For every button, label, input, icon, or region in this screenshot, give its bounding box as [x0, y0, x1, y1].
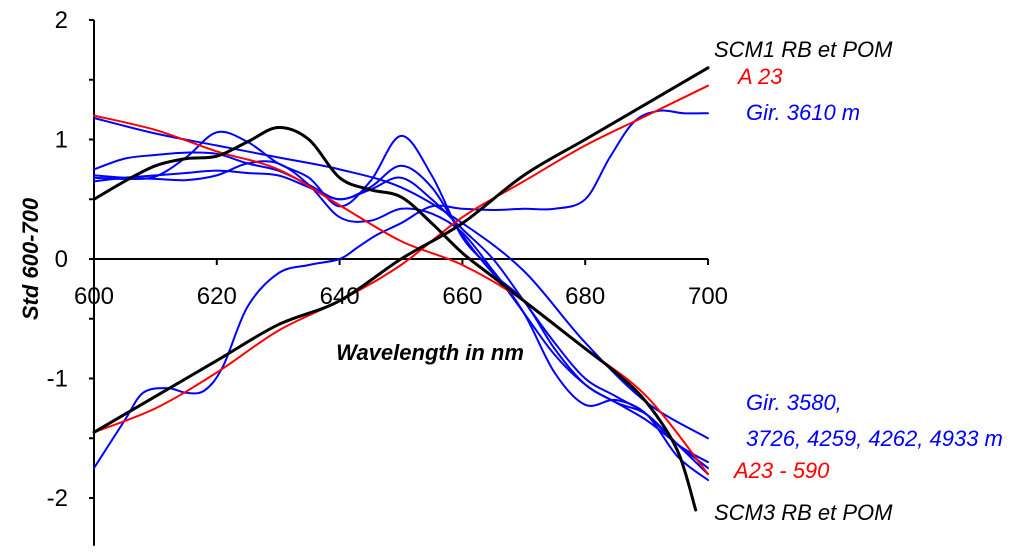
y-axis-title: Std 600-700 [18, 197, 43, 320]
x-tick-label: 700 [688, 283, 728, 310]
series-line-1 [93, 114, 709, 476]
x-axis-title: Wavelength in nm [336, 340, 524, 365]
series-line-5 [93, 169, 709, 464]
series-line-9 [93, 109, 709, 470]
series-line-6 [93, 160, 709, 476]
x-tick-label: 600 [74, 283, 114, 310]
series-line-0 [92, 125, 698, 512]
y-tick-label: 0 [55, 246, 68, 273]
annotation-label: Gir. 3580, [746, 390, 842, 415]
x-tick-label: 620 [197, 283, 237, 310]
annotation-label: Gir. 3610 m [746, 100, 860, 125]
series-layer [92, 66, 710, 512]
series-line-4 [93, 130, 709, 482]
y-tick-label: -1 [47, 366, 68, 393]
y-tick-label: -2 [47, 485, 68, 512]
annotation-label: 3726, 4259, 4262, 4933 m [746, 426, 1003, 451]
annotation-label: A 23 [736, 64, 783, 89]
x-tick-label: 680 [565, 283, 605, 310]
labels-layer: 2 1 0 -1 -2 600 620 640 660 680 700 Wavelength in n… [18, 7, 1003, 525]
series-line-3 [93, 151, 709, 470]
x-tick-label: 660 [442, 283, 482, 310]
annotation-label: A23 - 590 [732, 458, 830, 483]
annotation-label: SCM1 RB et POM [714, 37, 893, 62]
y-tick-label: 1 [55, 127, 68, 154]
series-line-7 [92, 66, 710, 434]
axes [89, 19, 709, 546]
annotation-label: SCM3 RB et POM [714, 500, 893, 525]
y-tick-label: 2 [55, 7, 68, 34]
x-tick-label: 640 [320, 283, 360, 310]
series-line-8 [93, 84, 709, 434]
